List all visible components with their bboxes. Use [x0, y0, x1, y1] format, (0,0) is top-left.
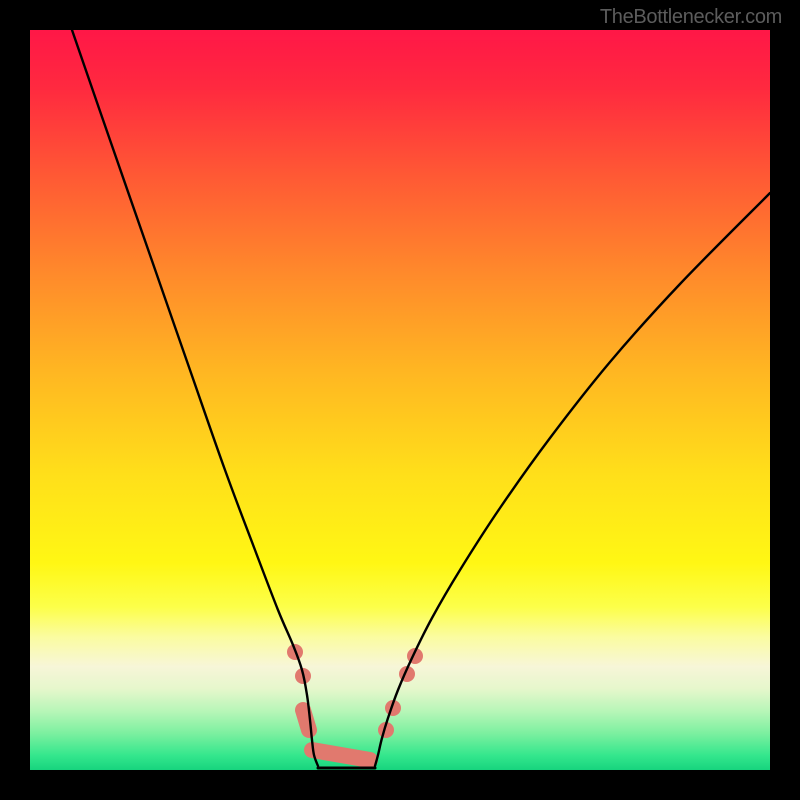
watermark-text: TheBottlenecker.com	[600, 6, 782, 29]
curve-right	[375, 193, 770, 766]
bottleneck-curve	[30, 30, 770, 770]
curve-left	[72, 30, 318, 766]
highlight-mark	[312, 750, 370, 760]
plot-area	[30, 30, 770, 770]
